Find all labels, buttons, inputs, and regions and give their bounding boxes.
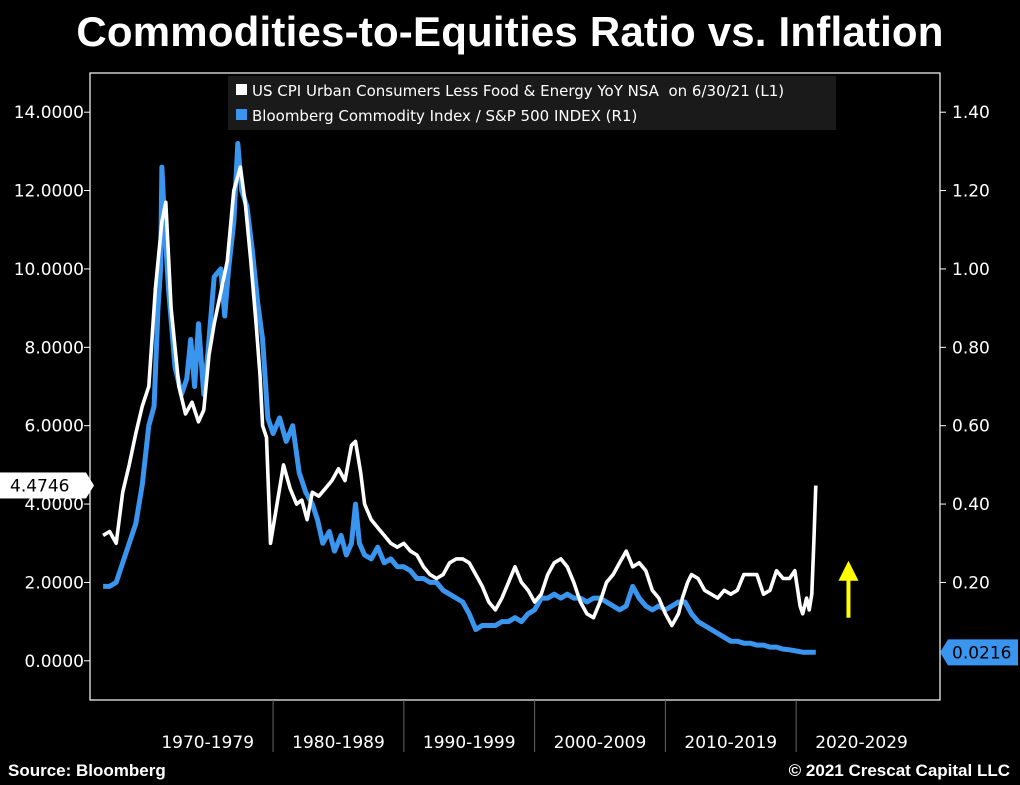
x-axis-category-label: 2010-2019 xyxy=(684,733,777,753)
right-axis-tick-label: 0.40 xyxy=(952,495,990,515)
arrow-head xyxy=(838,560,859,581)
legend-label-ratio: Bloomberg Commodity Index / S&P 500 INDE… xyxy=(252,107,637,125)
left-axis-tick-label: 0.0000 xyxy=(25,652,84,672)
left-axis-tick-label: 4.0000 xyxy=(25,495,84,515)
copyright-note: © 2021 Crescat Capital LLC xyxy=(788,761,1010,780)
last-value-flag-left: 4.4746 xyxy=(0,472,94,499)
series-line-cpi xyxy=(102,165,818,628)
right-axis-tick-label: 0.60 xyxy=(952,417,990,437)
legend: US CPI Urban Consumers Less Food & Energ… xyxy=(228,76,836,130)
right-axis-tick-label: 0.20 xyxy=(952,573,990,593)
series-line-commodity-ratio xyxy=(103,141,816,655)
left-axis-tick-label: 8.0000 xyxy=(25,338,84,358)
right-axis-tick-label: 1.20 xyxy=(952,182,990,202)
plot-frame xyxy=(89,72,941,701)
right-axis-tick-label: 0.80 xyxy=(952,338,990,358)
left-axis-tick-label: 14.0000 xyxy=(14,103,84,123)
legend-box xyxy=(228,76,836,130)
left-axis: 0.0000 2.0000 4.0000 6.0000 8.0000 10.0000 12.… xyxy=(14,103,90,672)
legend-label-cpi: US CPI Urban Consumers Less Food & Energ… xyxy=(252,82,784,100)
last-value-pointer-left xyxy=(86,472,94,499)
x-axis: 1970-1979 1980-1989 1990-1999 2000-2009 2010… xyxy=(161,733,908,753)
up-arrow-annotation xyxy=(838,560,859,618)
legend-swatch-cpi xyxy=(236,84,247,95)
decade-separators xyxy=(272,700,797,752)
x-axis-category-label: 1980-1989 xyxy=(292,733,385,753)
x-axis-category-label: 2000-2009 xyxy=(554,733,647,753)
right-axis-tick-label: 1.00 xyxy=(952,260,990,280)
left-axis-tick-label: 12.0000 xyxy=(14,182,84,202)
left-axis-tick-label: 6.0000 xyxy=(25,417,84,437)
x-axis-category-label: 1970-1979 xyxy=(161,733,254,753)
left-axis-tick-label: 10.0000 xyxy=(14,260,84,280)
last-value-label-left: 4.4746 xyxy=(10,476,69,496)
last-value-box-right xyxy=(940,639,1018,666)
chart-title: Commodities-to-Equities Ratio vs. Inflat… xyxy=(76,8,944,55)
last-value-label-right: 0.0216 xyxy=(952,643,1011,663)
x-axis-category-label: 1990-1999 xyxy=(423,733,516,753)
left-axis-tick-label: 2.0000 xyxy=(25,573,84,593)
right-axis: 0.20 0.40 0.60 0.80 1.00 1.20 1.40 xyxy=(940,103,990,593)
right-axis-tick-label: 1.40 xyxy=(952,103,990,123)
last-value-box-left xyxy=(0,472,86,499)
last-value-flag-right: 0.0216 xyxy=(940,639,1018,666)
x-axis-category-label: 2020-2029 xyxy=(815,733,908,753)
source-note: Source: Bloomberg xyxy=(8,761,166,780)
legend-swatch-ratio xyxy=(236,109,247,120)
